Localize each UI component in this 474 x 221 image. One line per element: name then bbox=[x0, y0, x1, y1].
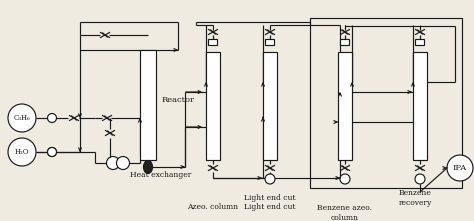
Bar bbox=[263, 52, 277, 160]
Bar bbox=[206, 52, 220, 160]
Circle shape bbox=[447, 155, 473, 181]
Bar bbox=[413, 52, 427, 160]
Text: C₃H₆: C₃H₆ bbox=[14, 114, 30, 122]
Bar bbox=[209, 39, 218, 45]
Text: Light end cut: Light end cut bbox=[244, 194, 296, 202]
Circle shape bbox=[47, 147, 56, 156]
Text: H₂O: H₂O bbox=[15, 148, 29, 156]
Circle shape bbox=[340, 174, 350, 184]
Text: Reactor: Reactor bbox=[162, 96, 195, 104]
Bar bbox=[338, 52, 352, 160]
Bar bbox=[340, 39, 349, 45]
Circle shape bbox=[47, 114, 56, 122]
Text: Azeo. column: Azeo. column bbox=[187, 203, 238, 211]
Bar bbox=[265, 39, 274, 45]
Text: IPA: IPA bbox=[453, 164, 467, 172]
Circle shape bbox=[8, 104, 36, 132]
Text: Benzene
recovery: Benzene recovery bbox=[398, 189, 432, 207]
Ellipse shape bbox=[144, 160, 153, 173]
Circle shape bbox=[415, 174, 425, 184]
Text: Light end cut: Light end cut bbox=[244, 203, 296, 211]
Circle shape bbox=[265, 174, 275, 184]
Circle shape bbox=[117, 156, 129, 170]
Circle shape bbox=[47, 147, 56, 156]
Text: Heat exchanger: Heat exchanger bbox=[130, 171, 191, 179]
Circle shape bbox=[107, 156, 119, 170]
Bar bbox=[416, 39, 425, 45]
Bar bbox=[140, 50, 156, 160]
Circle shape bbox=[8, 138, 36, 166]
Bar bbox=[310, 18, 462, 188]
Text: Benzene azeo.
column: Benzene azeo. column bbox=[318, 204, 373, 221]
